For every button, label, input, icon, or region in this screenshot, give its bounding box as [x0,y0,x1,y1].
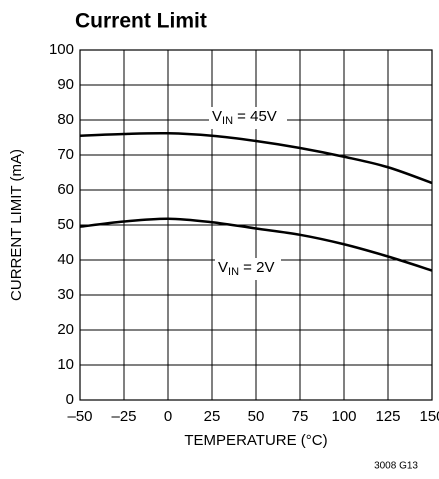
annotation-part: V [218,259,228,276]
plot-frame [79,49,433,401]
annotation-background [209,107,287,129]
y-axis-label: CURRENT LIMIT (mA) [8,149,25,301]
y-tick-label: 20 [57,321,74,338]
annotation: VIN = 45V [212,108,277,127]
y-tick-label: 80 [57,111,74,128]
y-tick-label: 30 [57,286,74,303]
annotation-subscript: IN [228,266,239,278]
x-tick-label: 125 [375,408,400,425]
annotation: VIN = 2V [218,259,274,278]
y-tick-label: 100 [49,41,74,58]
y-tick-label: 70 [57,146,74,163]
x-tick-label: 150 [419,408,439,425]
x-tick-label: –25 [111,408,136,425]
x-axis-label: TEMPERATURE (°C) [184,432,327,449]
y-tick-label: 50 [57,216,74,233]
series-line [79,131,433,185]
y-tick-label: 0 [66,391,74,408]
y-tick-label: 60 [57,181,74,198]
series-line [79,217,433,272]
footnote: 3008 G13 [374,461,418,472]
y-tick-label: 90 [57,76,74,93]
x-tick-label: 25 [204,408,221,425]
y-tick-label: 10 [57,356,74,373]
annotation-part: V [212,108,222,125]
x-tick-label: –50 [67,408,92,425]
y-tick-label: 40 [57,251,74,268]
annotation-part: = 2V [239,259,274,276]
annotation-part: = 45V [233,108,277,125]
annotation-background [215,258,281,280]
annotation-subscript: IN [222,115,233,127]
x-tick-label: 75 [292,408,309,425]
chart-title: Current Limit [75,10,207,33]
x-tick-label: 50 [248,408,265,425]
x-tick-label: 0 [164,408,172,425]
x-tick-label: 100 [331,408,356,425]
